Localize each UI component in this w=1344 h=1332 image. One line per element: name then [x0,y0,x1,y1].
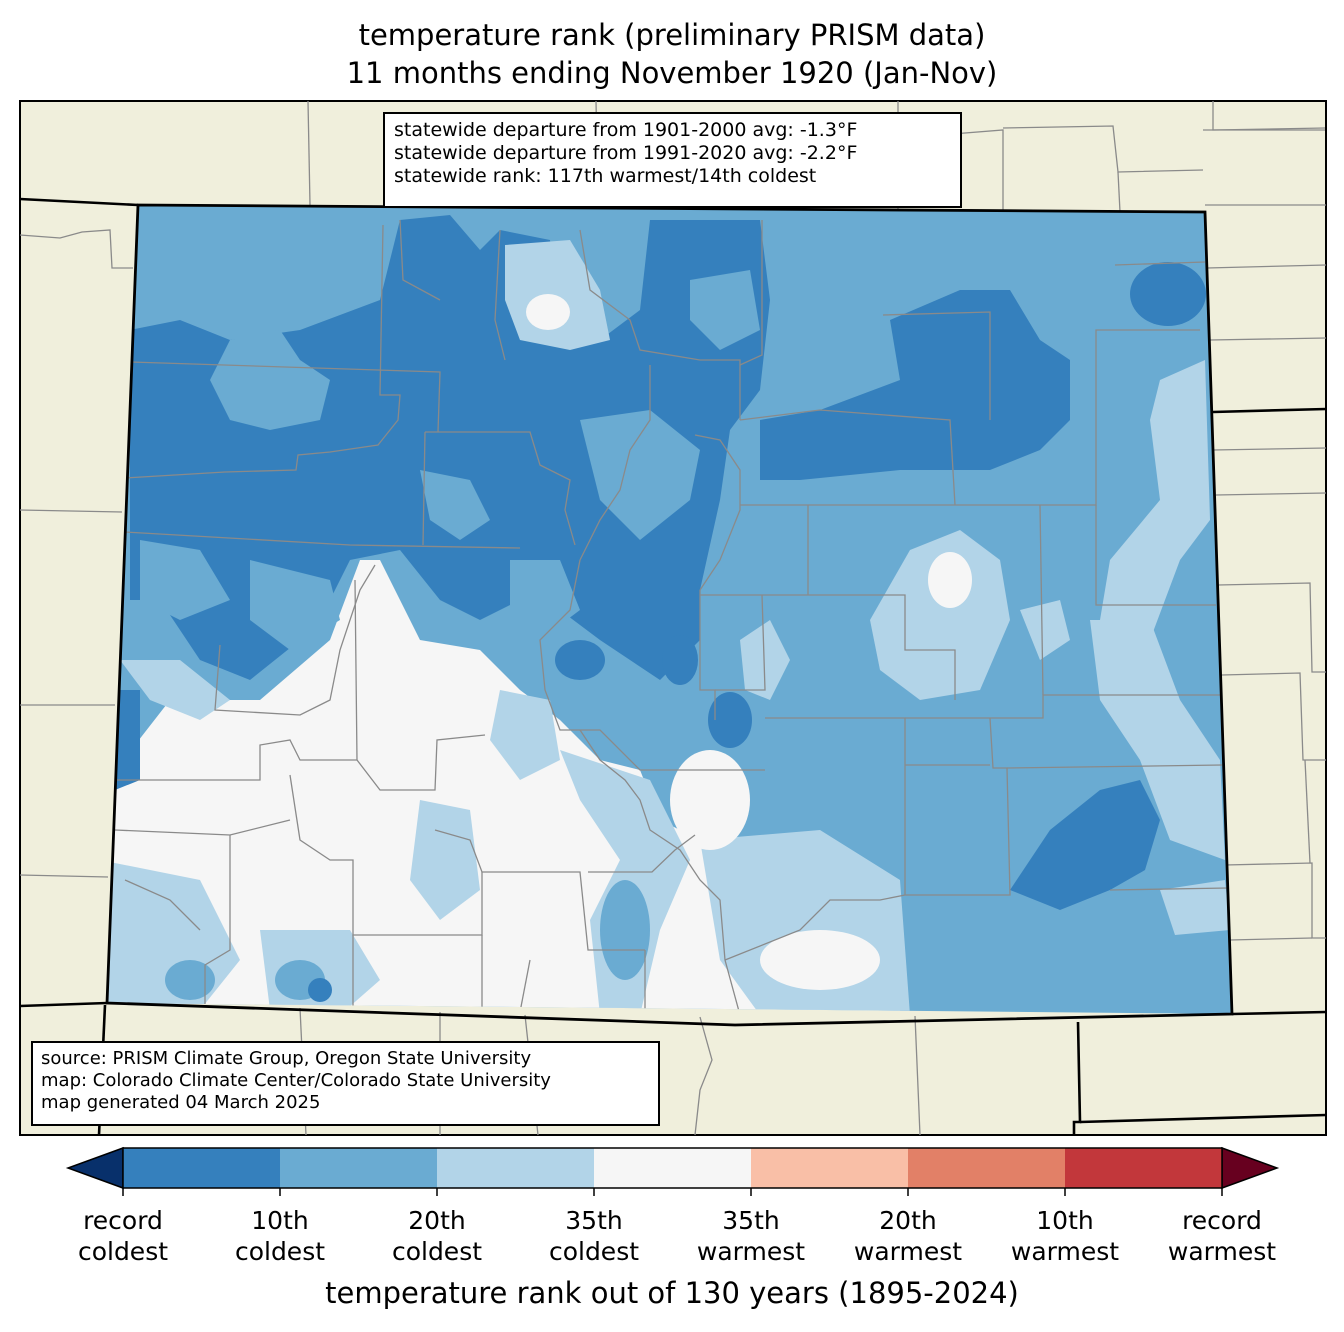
tick-label-line2: warmest [1167,1237,1277,1266]
statewide-stats-box: statewide departure from 1901-2000 avg: … [383,112,962,208]
stats-line-3: statewide rank: 117th warmest/14th colde… [394,165,817,187]
colorbar-tick-label: 10th warmest [985,1205,1145,1267]
tick-label-line1: 10th [251,1206,309,1235]
colorbar-tick-label: 20th coldest [357,1205,517,1267]
tick-label-line2: warmest [1010,1237,1120,1266]
colorbar-bin [908,1148,1065,1188]
source-line-3: map generated 04 March 2025 [41,1092,321,1113]
source-line-2: map: Colorado Climate Center/Colorado St… [41,1070,551,1091]
colorbar-bin [123,1148,280,1188]
stats-line-2: statewide departure from 1991-2020 avg: … [394,142,858,164]
colorbar-tick-label: 20th warmest [828,1205,988,1267]
colorado-state-border [105,203,1234,1027]
colorbar-bin [751,1148,908,1188]
stats-line-1: statewide departure from 1901-2000 avg: … [394,119,858,141]
tick-label-line1: 20th [408,1206,466,1235]
county-boundaries [114,219,1229,1014]
tick-label-line1: 35th [722,1206,780,1235]
coldest-region-northwest [130,215,770,680]
colorbar-tick-label: 35th coldest [514,1205,674,1267]
map-title-line2: 11 months ending November 1920 (Jan-Nov) [346,56,998,90]
tick-label-line2: coldest [391,1237,483,1266]
colorbar-under-arrow [65,1146,124,1190]
colorbar-tick-label: record warmest [1142,1205,1302,1267]
colorbar-frame [122,1147,1223,1189]
colorbar-bin [1065,1148,1222,1188]
temperature-rank-field [107,205,1232,1014]
colorbar [65,1146,1280,1196]
colorbar-bin [594,1148,751,1188]
colorbar-bin [437,1148,594,1188]
near-normal-region [107,560,900,1014]
tick-label-line1: record [1182,1206,1262,1235]
tick-label-line2: coldest [234,1237,326,1266]
colorbar-tick-label: record coldest [43,1205,203,1267]
tick-label-line2: warmest [696,1237,806,1266]
colorbar-tick-label: 10th coldest [200,1205,360,1267]
tick-label-line1: 35th [565,1206,623,1235]
tick-label-line2: coldest [77,1237,169,1266]
source-credit-box: source: PRISM Climate Group, Oregon Stat… [31,1041,660,1126]
colorbar-bin [280,1148,437,1188]
map-title-line1: temperature rank (preliminary PRISM data… [358,18,986,52]
tick-label-line1: record [83,1206,163,1235]
tick-label-line2: warmest [853,1237,963,1266]
source-line-1: source: PRISM Climate Group, Oregon Stat… [41,1048,532,1069]
tick-label-line1: 10th [1036,1206,1094,1235]
tick-label-line2: coldest [548,1237,640,1266]
tick-label-line1: 20th [879,1206,937,1235]
colorbar-tick-label: 35th warmest [671,1205,831,1267]
colorbar-title: temperature rank out of 130 years (1895-… [325,1276,1019,1310]
colorbar-over-arrow [1221,1146,1280,1190]
neighbor-state-borders [19,197,1327,1136]
